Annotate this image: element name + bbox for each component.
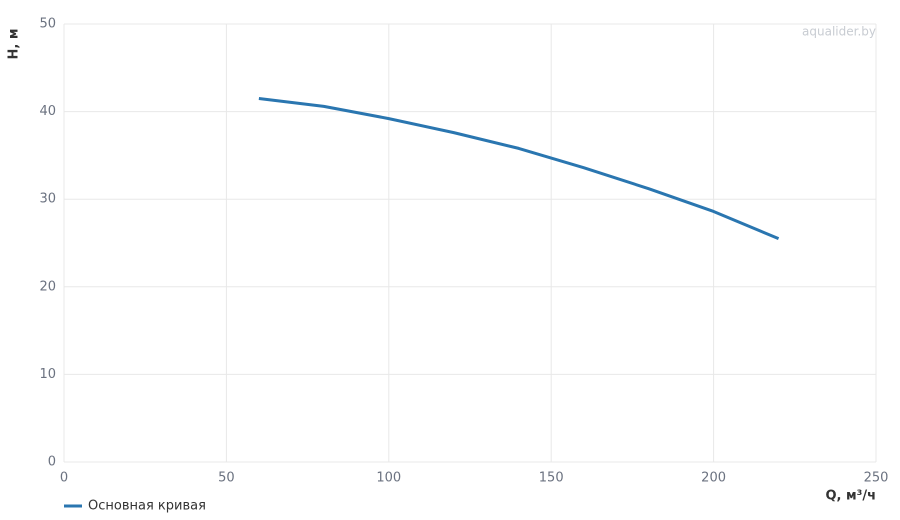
x-tick-label: 50 — [218, 471, 235, 486]
y-tick-label: 30 — [39, 192, 56, 207]
y-tick-label: 50 — [39, 17, 56, 32]
x-tick-label: 250 — [864, 471, 889, 486]
y-axis-title: H, м — [7, 29, 22, 60]
y-tick-label: 10 — [39, 367, 56, 382]
x-tick-label: 200 — [701, 471, 726, 486]
x-tick-label: 0 — [60, 471, 68, 486]
x-tick-label: 100 — [376, 471, 401, 486]
y-tick-label: 0 — [48, 455, 56, 470]
legend-label: Основная кривая — [88, 499, 206, 514]
x-tick-label: 150 — [539, 471, 564, 486]
line — [258, 96, 780, 241]
x-axis-title: Q, м³/ч — [825, 489, 876, 504]
y-tick-label: 40 — [39, 104, 56, 119]
y-tick-label: 20 — [39, 279, 56, 294]
watermark: aqualider.by — [802, 25, 876, 39]
